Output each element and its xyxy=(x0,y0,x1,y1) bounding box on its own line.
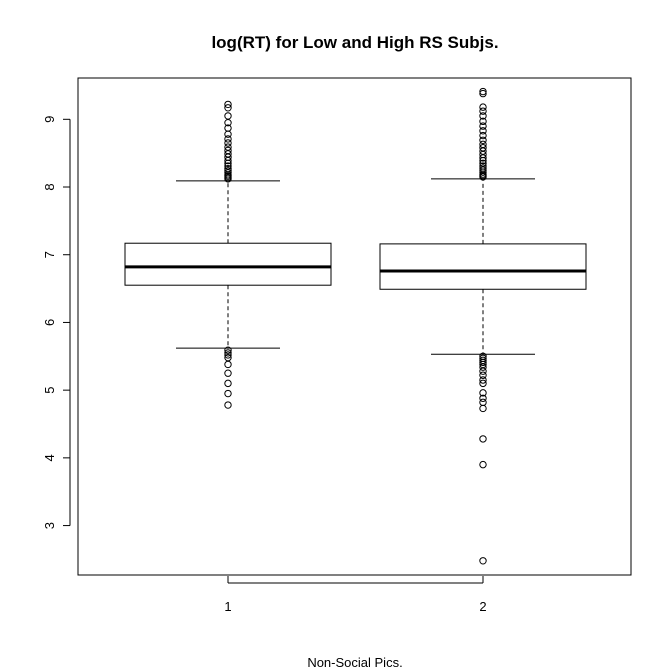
outlier-point xyxy=(224,130,232,138)
outlier-point xyxy=(224,104,232,112)
outlier-point xyxy=(224,379,232,388)
outlier-point xyxy=(224,139,232,147)
outlier-point xyxy=(479,112,487,120)
outlier-point xyxy=(479,144,487,152)
outlier-point xyxy=(479,379,487,388)
outlier-point xyxy=(479,89,487,98)
y-tick-label: 6 xyxy=(42,319,57,326)
outlier-point xyxy=(479,117,487,126)
outlier-point xyxy=(224,349,232,357)
outlier-point xyxy=(224,112,232,120)
x-axis-title: Non-Social Pics. xyxy=(307,655,402,670)
outlier-point xyxy=(224,351,232,359)
outlier-point xyxy=(224,360,232,369)
outlier-point xyxy=(479,131,487,140)
outlier-point xyxy=(479,162,487,170)
outlier-point xyxy=(479,107,487,115)
outlier-point xyxy=(479,363,487,371)
outlier-point xyxy=(479,103,487,111)
outlier-point xyxy=(479,376,487,384)
outlier-point xyxy=(479,159,487,168)
outlier-point xyxy=(479,404,487,413)
x-tick-label: 1 xyxy=(224,599,231,614)
outlier-point xyxy=(479,367,487,375)
outlier-point xyxy=(224,369,232,377)
outlier-point xyxy=(479,140,487,149)
y-tick-label: 4 xyxy=(42,454,57,461)
outlier-point xyxy=(224,167,232,175)
y-tick-label: 7 xyxy=(42,251,57,258)
outlier-point xyxy=(224,162,232,170)
outlier-point xyxy=(224,165,232,173)
outlier-point xyxy=(479,371,487,379)
outlier-point xyxy=(479,87,487,96)
box-1 xyxy=(124,100,332,409)
outlier-point xyxy=(224,124,232,132)
outlier-point xyxy=(479,358,487,367)
y-tick-label: 9 xyxy=(42,116,57,123)
plot-frame xyxy=(77,77,632,576)
outlier-point xyxy=(479,460,487,469)
outlier-point xyxy=(479,389,487,397)
x-tick-label: 2 xyxy=(479,599,486,614)
y-axis: 3 4 5 6 7 8 9 xyxy=(42,116,71,529)
y-tick-label: 5 xyxy=(42,387,57,394)
outlier-point xyxy=(224,100,232,109)
interquartile-box xyxy=(124,242,332,286)
y-tick-label: 8 xyxy=(42,183,57,190)
y-tick-label: 3 xyxy=(42,522,57,529)
outlier-point xyxy=(479,164,487,172)
outlier-point xyxy=(479,122,487,130)
chart-title: log(RT) for Low and High RS Subjs. xyxy=(211,33,498,52)
box-2 xyxy=(379,87,587,565)
interquartile-box xyxy=(379,243,587,290)
outlier-point xyxy=(224,143,232,151)
outlier-point xyxy=(224,389,232,398)
outlier-point xyxy=(479,394,487,402)
outlier-point xyxy=(224,146,232,155)
outlier-point xyxy=(479,127,487,135)
outlier-point xyxy=(479,136,487,144)
outlier-point xyxy=(479,398,487,407)
outlier-point xyxy=(224,135,232,143)
box-series xyxy=(124,87,587,565)
outlier-point xyxy=(479,435,487,443)
outlier-point xyxy=(479,557,487,565)
outlier-point xyxy=(224,346,232,354)
outlier-point xyxy=(224,401,232,409)
